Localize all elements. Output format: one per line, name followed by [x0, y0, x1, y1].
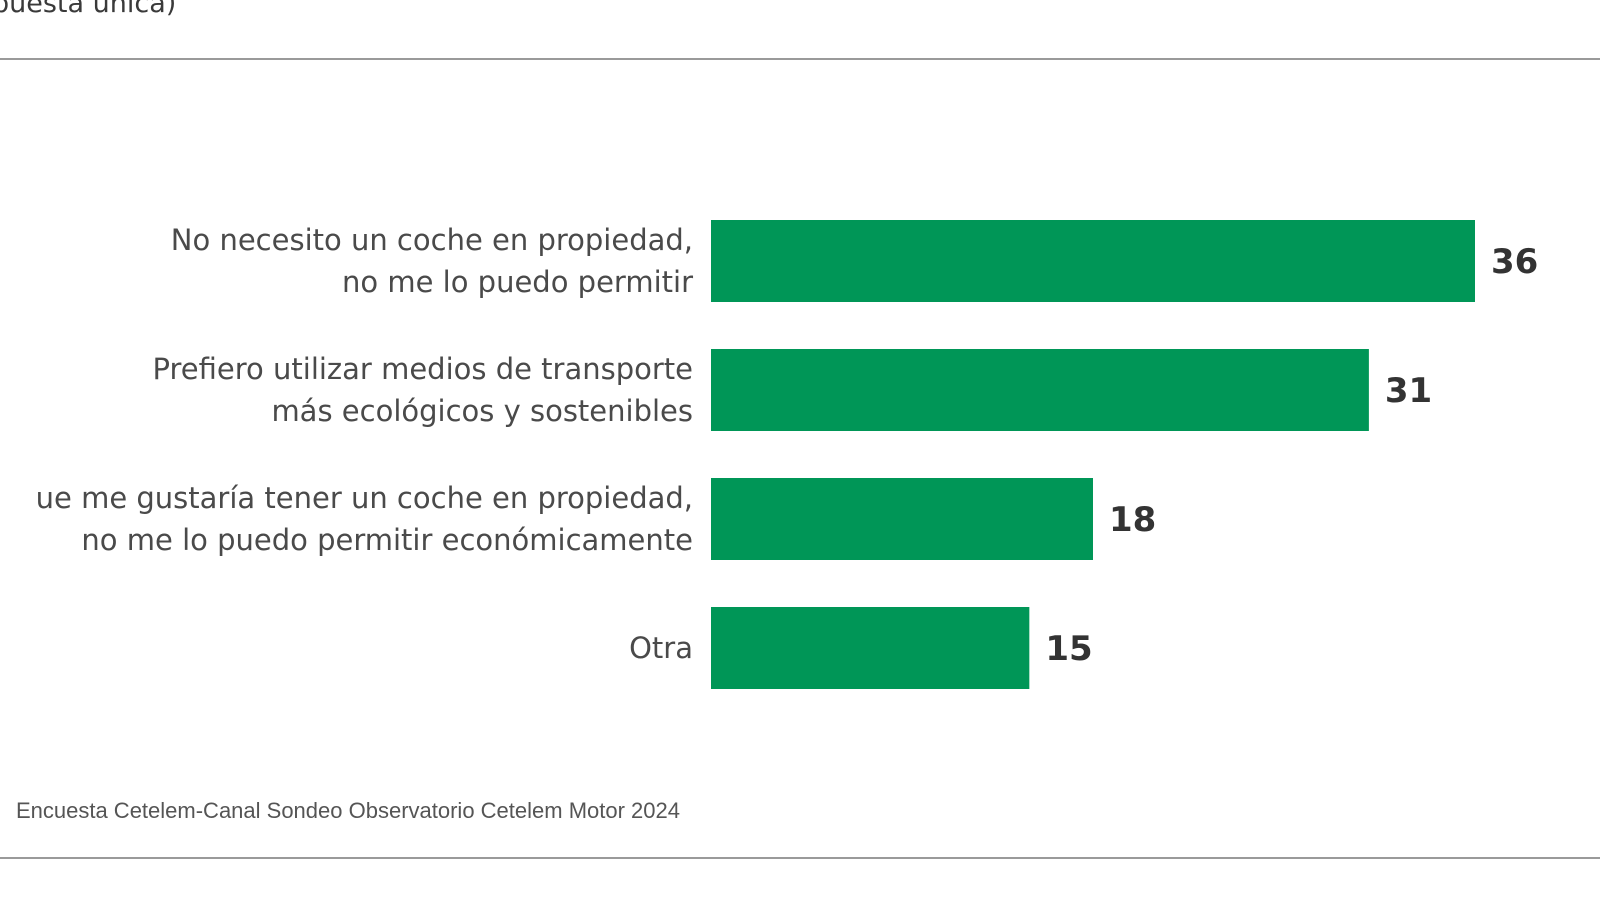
value-label-2: 18	[1109, 500, 1156, 540]
category-label-2-line-1: no me lo puedo permitir económicamente	[81, 523, 693, 557]
bar-0	[711, 220, 1475, 302]
top-divider	[0, 58, 1600, 60]
bar-3	[711, 607, 1030, 689]
category-label-1-line-0: Prefiero utilizar medios de transporte	[153, 352, 693, 386]
bar-2	[711, 478, 1093, 560]
category-label-3-line-0: Otra	[629, 631, 693, 665]
category-label-0-line-1: no me lo puedo permitir	[342, 265, 693, 299]
bottom-divider	[0, 857, 1600, 859]
value-label-0: 36	[1491, 242, 1538, 282]
value-label-1: 31	[1385, 371, 1432, 411]
category-label-2-line-0: ue me gustaría tener un coche en propied…	[36, 481, 693, 515]
chart-subtitle: puesta única)	[0, 0, 177, 19]
category-label-0-line-0: No necesito un coche en propiedad,	[171, 223, 693, 257]
bar-1	[711, 349, 1369, 431]
source-note: Encuesta Cetelem-Canal Sondeo Observator…	[15, 798, 680, 823]
value-label-3: 15	[1045, 629, 1092, 669]
category-label-1-line-1: más ecológicos y sostenibles	[271, 394, 693, 428]
